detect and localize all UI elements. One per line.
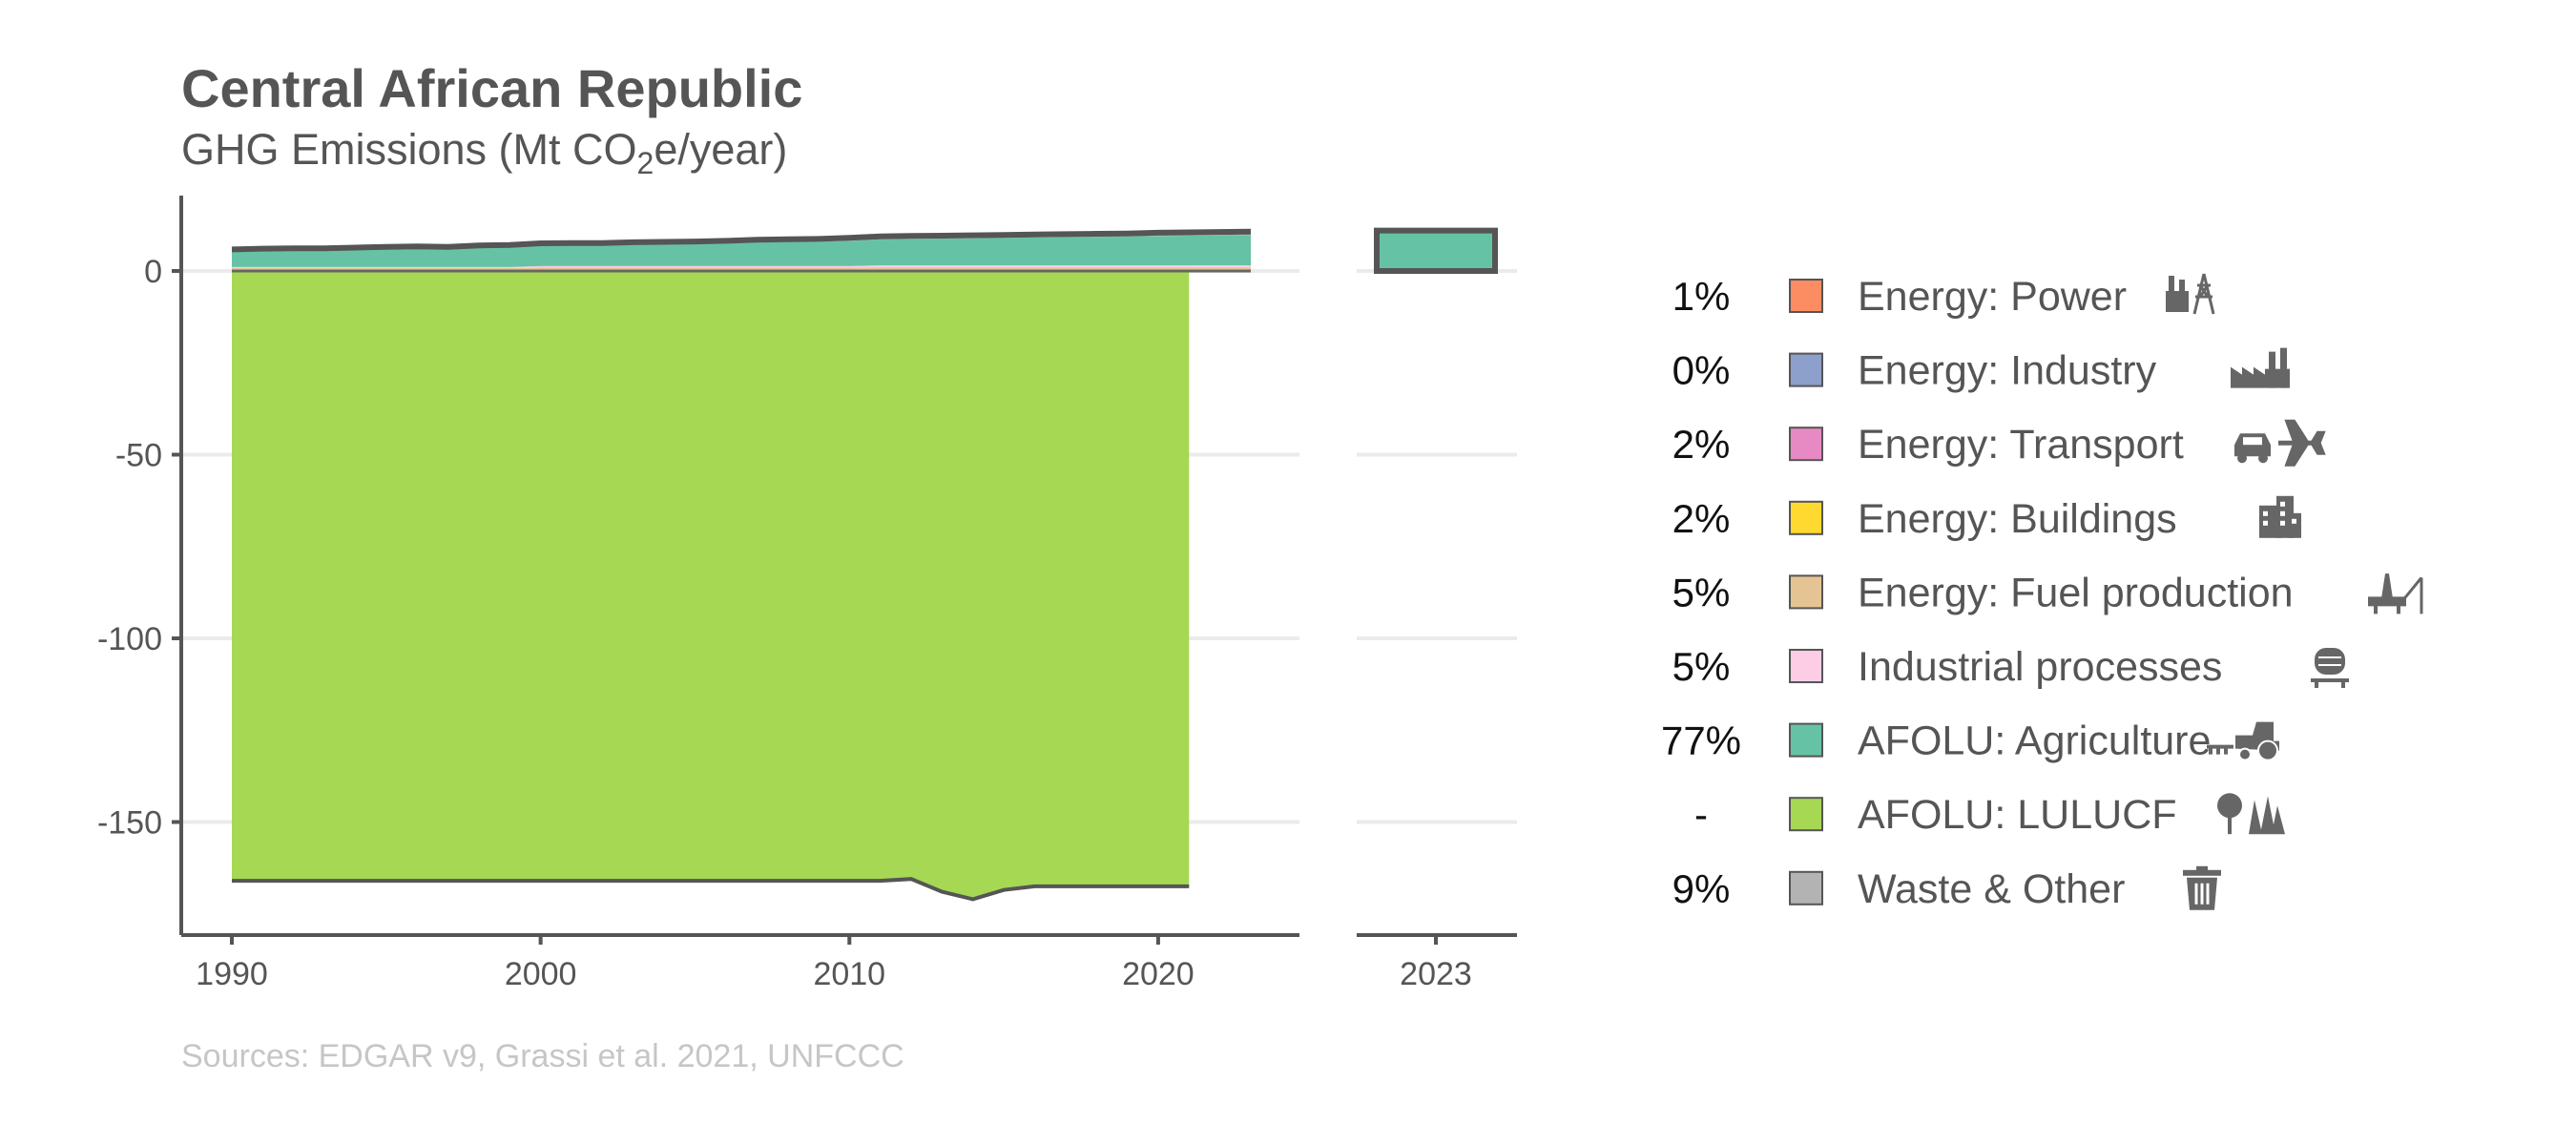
- legend-percent: 77%: [1661, 718, 1741, 763]
- legend-label: Energy: Power: [1858, 274, 2127, 320]
- factory-icon: [2231, 347, 2290, 388]
- legend-percent: 2%: [1672, 422, 1731, 467]
- oil-rig-icon: [2368, 573, 2423, 614]
- power-plant-icon: [2166, 273, 2215, 315]
- y-tick-label: -100: [97, 621, 162, 657]
- legend-swatch: [1789, 870, 1823, 906]
- legend-percent: 1%: [1672, 274, 1731, 319]
- legend-item: 9% Waste & Other: [1672, 865, 2221, 912]
- legend-swatch: [1789, 797, 1823, 832]
- axes: 0 -50 -100 -150 1990 2000 2010 2020 2023: [97, 196, 1517, 992]
- legend-label: AFOLU: Agriculture: [1858, 718, 2211, 764]
- y-tick-label: -150: [97, 805, 162, 842]
- x-tick-label: 2010: [813, 956, 885, 992]
- legend-swatch: [1789, 352, 1823, 387]
- legend-percent: 0%: [1672, 348, 1731, 393]
- inset-x-tick-label: 2023: [1400, 956, 1472, 992]
- legend-item: 77% AFOLU: Agriculture: [1661, 718, 2279, 764]
- legend-swatch: [1789, 427, 1823, 462]
- legend-swatch: [1789, 279, 1823, 313]
- area-industrial-processes: [232, 265, 1251, 268]
- legend-label: Industrial processes: [1858, 644, 2222, 690]
- legend-item: 0% Energy: Industry: [1672, 347, 2290, 394]
- legend-swatch: [1789, 500, 1823, 535]
- legend-percent: 5%: [1672, 570, 1731, 614]
- y-tick-label: 0: [144, 254, 162, 290]
- total-outline: [231, 228, 1252, 253]
- area-series: [231, 228, 1252, 902]
- legend-item: 2% Energy: Transport: [1672, 419, 2326, 468]
- legend-item: 5% Energy: Fuel production: [1672, 570, 2423, 615]
- x-tick-label: 1990: [196, 956, 268, 992]
- legend-percent: -: [1694, 792, 1708, 837]
- legend-label: Energy: Transport: [1858, 422, 2184, 468]
- source-note: Sources: EDGAR v9, Grassi et al. 2021, U…: [181, 1038, 904, 1074]
- y-tick-label: -50: [115, 438, 162, 474]
- car-plane-icon: [2234, 419, 2326, 467]
- legend-label: Energy: Buildings: [1858, 496, 2177, 542]
- area-lulucf: [232, 271, 1190, 900]
- tractor-icon: [2207, 721, 2279, 761]
- legend: 1% Energy: Power 0% Energy: Industry 2% Energ…: [1661, 273, 2423, 912]
- legend-item: 1% Energy: Power: [1672, 273, 2215, 320]
- x-tick-label: 2020: [1122, 956, 1195, 992]
- area-afolu-agriculture: [232, 235, 1251, 267]
- legend-swatch: [1789, 722, 1823, 758]
- cement-mixer-icon: [2311, 648, 2349, 688]
- trees-icon: [2217, 793, 2285, 835]
- legend-percent: 5%: [1672, 644, 1731, 689]
- chart-subtitle: GHG Emissions (Mt CO2e/year): [181, 125, 787, 180]
- trash-icon: [2183, 865, 2221, 910]
- buildings-icon: [2259, 495, 2301, 538]
- legend-percent: 9%: [1672, 866, 1731, 911]
- x-tick-label: 2000: [505, 956, 577, 992]
- legend-label: Waste & Other: [1858, 866, 2125, 912]
- legend-label: Energy: Industry: [1858, 348, 2157, 394]
- legend-percent: 2%: [1672, 496, 1731, 541]
- legend-swatch: [1789, 649, 1823, 683]
- legend-label: AFOLU: LULUCF: [1858, 792, 2177, 838]
- legend-swatch: [1789, 574, 1823, 610]
- legend-item: 5% Industrial processes: [1672, 644, 2349, 690]
- inset-2023: [1374, 227, 1498, 274]
- inset-bar-agriculture: [1374, 227, 1498, 274]
- lulucf-outline: [232, 877, 1190, 902]
- legend-label: Energy: Fuel production: [1858, 570, 2294, 615]
- legend-item: - AFOLU: LULUCF: [1694, 792, 2285, 838]
- legend-item: 2% Energy: Buildings: [1672, 495, 2301, 542]
- chart-title: Central African Republic: [181, 58, 802, 118]
- area-energy-fuel-production: [232, 267, 1251, 270]
